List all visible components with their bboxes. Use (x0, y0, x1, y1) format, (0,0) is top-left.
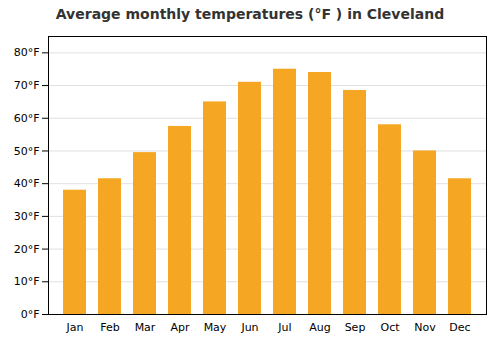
html-text:Average monthly temperatures (: Average monthly temperatures (°F ) in Cl… (55, 6, 445, 22)
svg-text:10°F: 10°F (14, 275, 40, 288)
svg-text:70°F: 70°F (14, 79, 40, 92)
svg-text:20°F: 20°F (14, 243, 40, 256)
svg-text:Mar: Mar (135, 321, 156, 334)
svg-text:Apr: Apr (170, 321, 190, 334)
svg-text:Feb: Feb (100, 321, 119, 334)
svg-text:Sep: Sep (345, 321, 366, 334)
svg-text:Jul: Jul (277, 321, 291, 334)
svg-text:80°F: 80°F (14, 46, 40, 59)
svg-text:Jan: Jan (66, 321, 84, 334)
svg-text:50°F: 50°F (14, 144, 40, 157)
svg-text:Oct: Oct (380, 321, 400, 334)
svg-text:Jun: Jun (240, 321, 258, 334)
svg-text:May: May (204, 321, 227, 334)
svg-text:30°F: 30°F (14, 210, 40, 223)
svg-text:Nov: Nov (414, 321, 436, 334)
svg-text:40°F: 40°F (14, 177, 40, 190)
svg-text:Dec: Dec (449, 321, 470, 334)
svg-text:Aug: Aug (309, 321, 330, 334)
svg-text:60°F: 60°F (14, 112, 40, 125)
svg-text:0°F: 0°F (21, 308, 40, 321)
